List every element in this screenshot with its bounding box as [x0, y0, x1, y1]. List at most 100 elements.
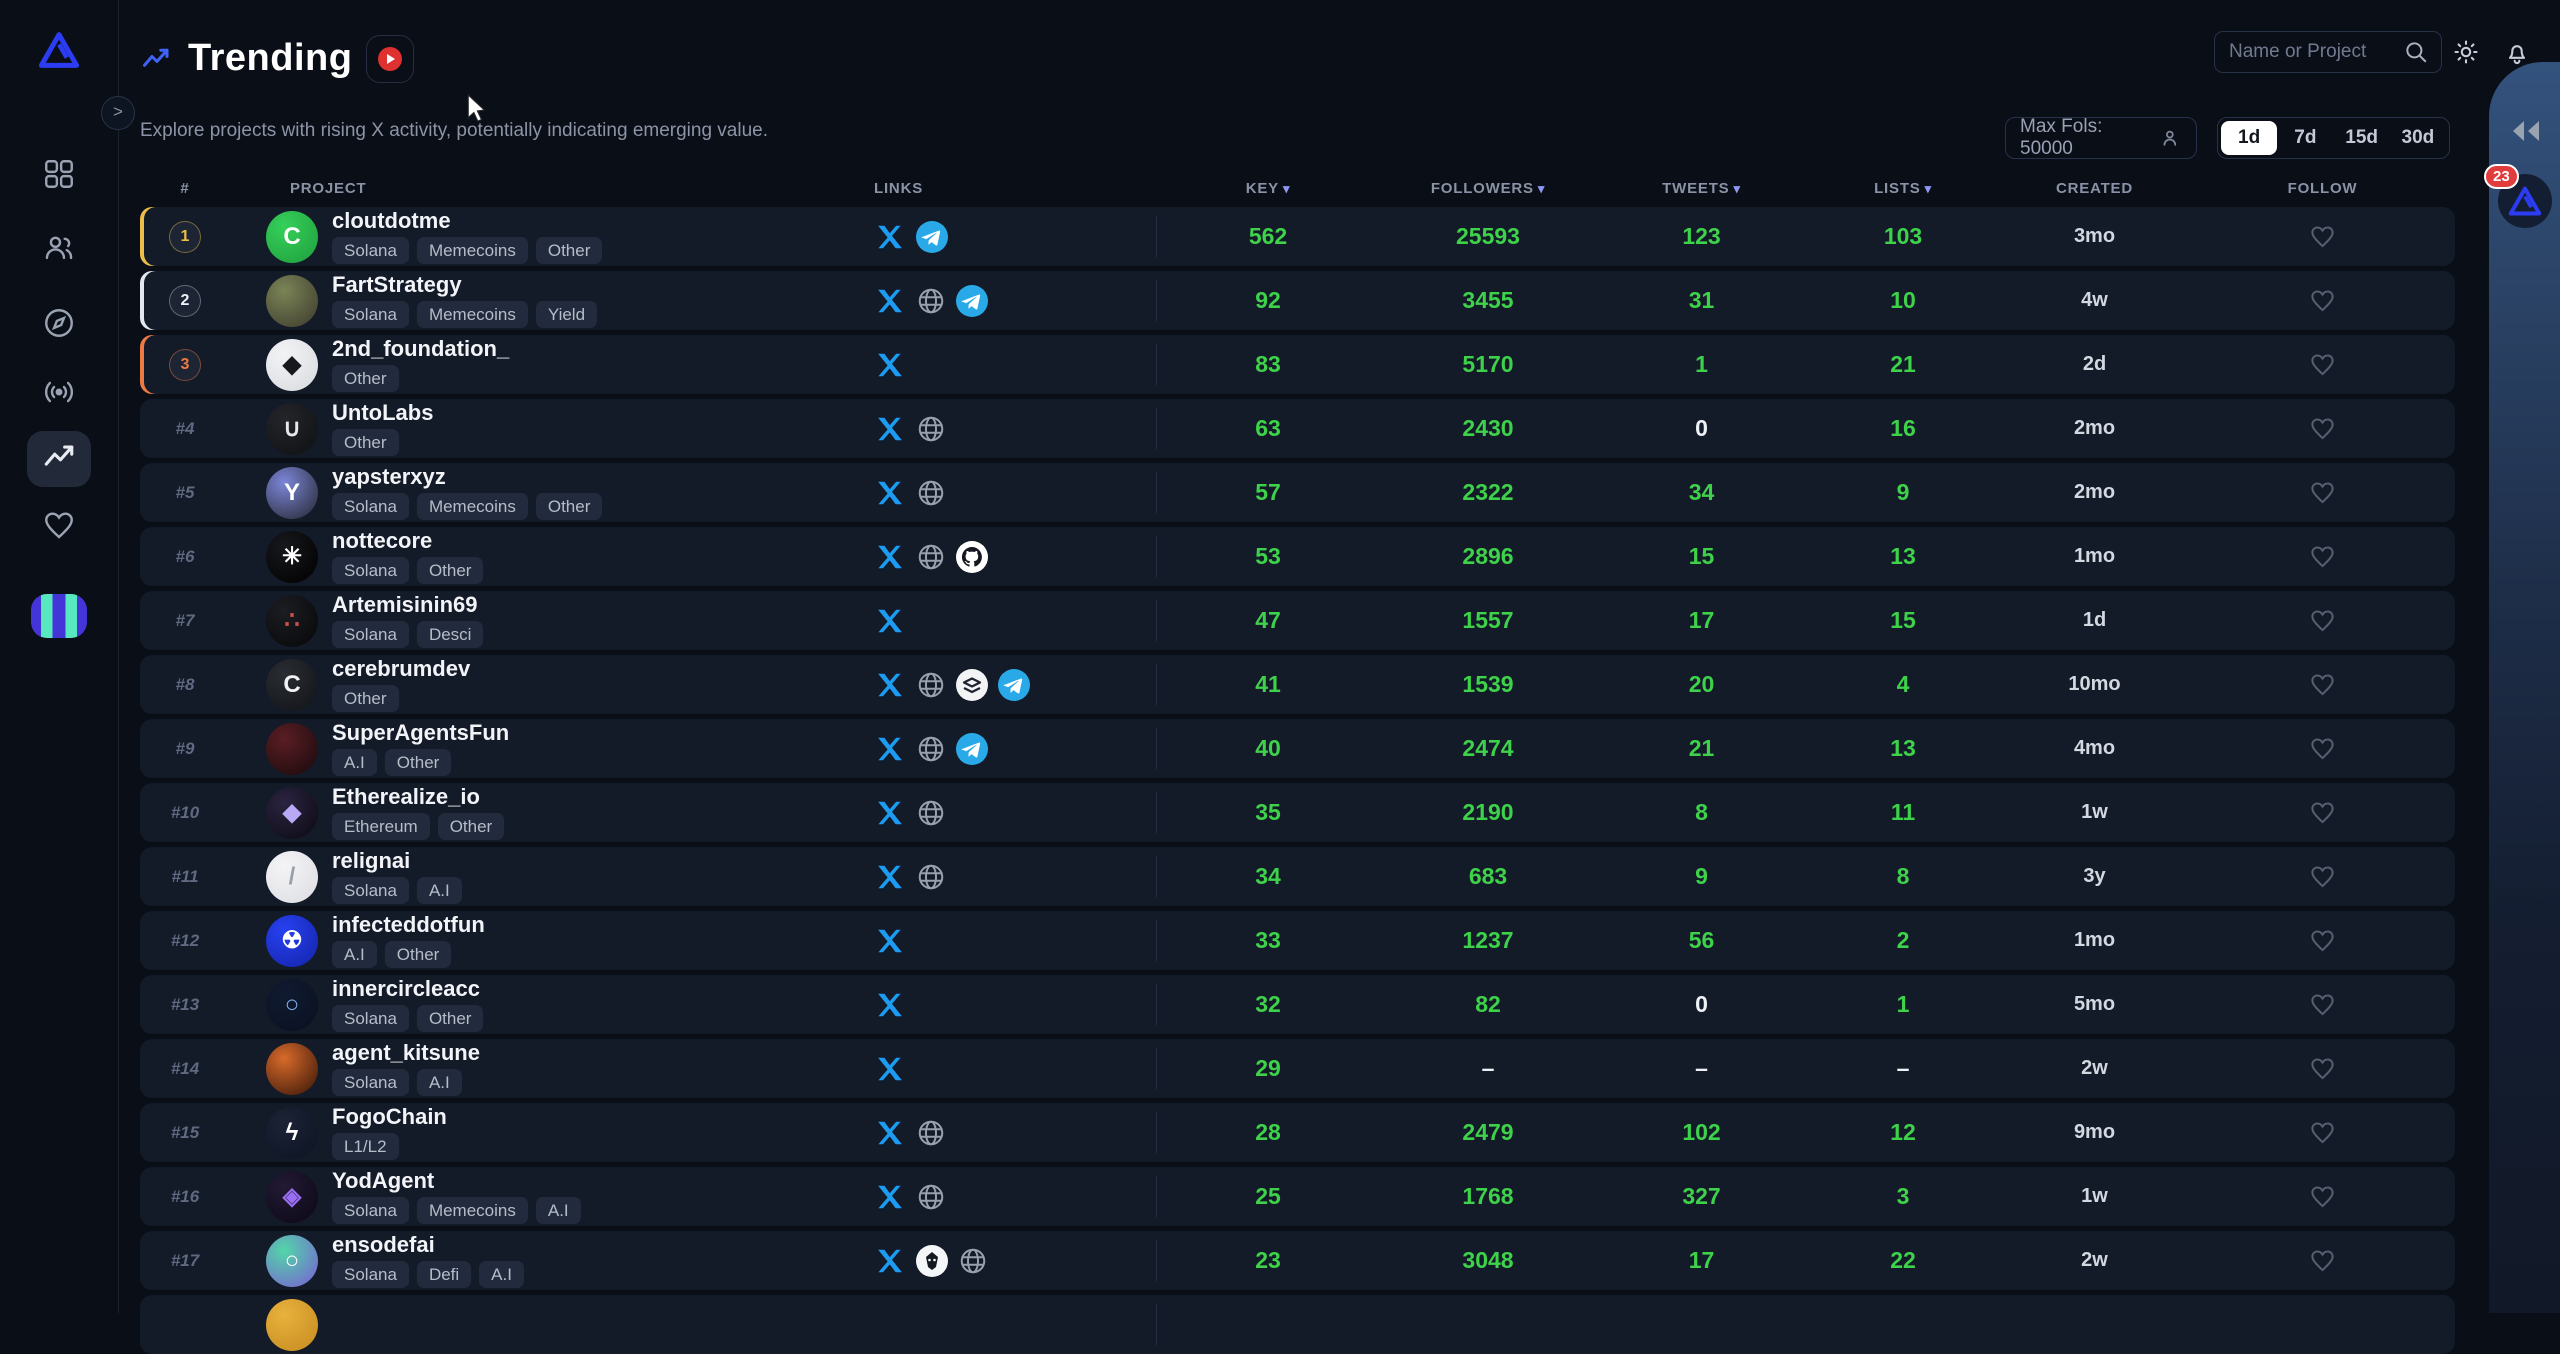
sidebar-expand-button[interactable]: >	[101, 96, 135, 130]
table-row[interactable]: #4∪UntoLabsOther6324300162mo	[140, 399, 2455, 458]
project-name[interactable]: agent_kitsune	[332, 1042, 480, 1064]
website-globe-icon[interactable]	[916, 286, 946, 316]
table-row[interactable]: #5YyapsterxyzSolanaMemecoinsOther5723223…	[140, 463, 2455, 522]
bird-icon[interactable]	[916, 1245, 948, 1277]
follow-heart-button[interactable]	[2309, 1247, 2336, 1274]
x-twitter-icon[interactable]	[874, 862, 906, 892]
x-twitter-icon[interactable]	[874, 1246, 906, 1276]
follow-heart-button[interactable]	[2309, 1119, 2336, 1146]
table-row[interactable]: #12☢infecteddotfunA.IOther3312375621mo	[140, 911, 2455, 970]
column-header-followers[interactable]: FOLLOWERS▾	[1380, 180, 1596, 197]
x-twitter-icon[interactable]	[874, 478, 906, 508]
x-twitter-icon[interactable]	[874, 798, 906, 828]
project-name[interactable]: ensodefai	[332, 1234, 524, 1256]
table-row[interactable]: 1CcloutdotmeSolanaMemecoinsOther56225593…	[140, 207, 2455, 266]
column-header-tweets[interactable]: TWEETS▾	[1596, 180, 1807, 197]
x-twitter-icon[interactable]	[874, 734, 906, 764]
follow-heart-button[interactable]	[2309, 287, 2336, 314]
project-name[interactable]: cerebrumdev	[332, 658, 470, 680]
project-name[interactable]: infecteddotfun	[332, 914, 485, 936]
x-twitter-icon[interactable]	[874, 222, 906, 252]
project-name[interactable]: YodAgent	[332, 1170, 581, 1192]
search-box[interactable]	[2214, 31, 2442, 73]
follow-heart-button[interactable]	[2309, 671, 2336, 698]
follow-heart-button[interactable]	[2309, 991, 2336, 1018]
panel-collapse-button[interactable]	[2489, 120, 2560, 142]
telegram-icon[interactable]	[916, 221, 948, 253]
x-twitter-icon[interactable]	[874, 1054, 906, 1084]
theme-toggle-button[interactable]	[2446, 32, 2486, 72]
follow-heart-button[interactable]	[2309, 351, 2336, 378]
timeframe-30d-button[interactable]: 30d	[2390, 121, 2446, 155]
follow-heart-button[interactable]	[2309, 1055, 2336, 1082]
table-row[interactable]: 3◆2nd_foundation_Other8351701212d	[140, 335, 2455, 394]
table-row[interactable]: #7∴Artemisinin69SolanaDesci47155717151d	[140, 591, 2455, 650]
sidebar-item-dashboard[interactable]	[0, 148, 118, 204]
website-globe-icon[interactable]	[916, 862, 946, 892]
project-name[interactable]: 2nd_foundation_	[332, 338, 509, 360]
table-row[interactable]: #11/relignaiSolanaA.I34683983y	[140, 847, 2455, 906]
timeframe-7d-button[interactable]: 7d	[2277, 121, 2333, 155]
project-name[interactable]: cloutdotme	[332, 210, 602, 232]
telegram-icon[interactable]	[956, 733, 988, 765]
timeframe-1d-button[interactable]: 1d	[2221, 121, 2277, 155]
follow-heart-button[interactable]	[2309, 927, 2336, 954]
video-play-button[interactable]	[366, 35, 414, 83]
table-row[interactable]: #16◈YodAgentSolanaMemecoinsA.I2517683273…	[140, 1167, 2455, 1226]
follow-heart-button[interactable]	[2309, 735, 2336, 762]
project-name[interactable]: Artemisinin69	[332, 594, 483, 616]
website-globe-icon[interactable]	[958, 1246, 988, 1276]
table-row[interactable]: #15ϟFogoChainL1/L2282479102129mo	[140, 1103, 2455, 1162]
table-row[interactable]: #8CcerebrumdevOther41153920410mo	[140, 655, 2455, 714]
project-name[interactable]: SuperAgentsFun	[332, 722, 509, 744]
project-name[interactable]: UntoLabs	[332, 402, 433, 424]
website-globe-icon[interactable]	[916, 1182, 946, 1212]
follow-heart-button[interactable]	[2309, 223, 2336, 250]
website-globe-icon[interactable]	[916, 1118, 946, 1148]
x-twitter-icon[interactable]	[874, 1118, 906, 1148]
table-row[interactable]: 2FartStrategySolanaMemecoinsYield9234553…	[140, 271, 2455, 330]
follow-heart-button[interactable]	[2309, 1183, 2336, 1210]
sidebar-item-trending[interactable]	[0, 431, 118, 487]
project-name[interactable]: Etherealize_io	[332, 786, 504, 808]
x-twitter-icon[interactable]	[874, 1182, 906, 1212]
column-header-lists[interactable]: LISTS▾	[1807, 180, 1999, 197]
project-name[interactable]: FogoChain	[332, 1106, 447, 1128]
x-twitter-icon[interactable]	[874, 670, 906, 700]
column-header-key[interactable]: KEY▾	[1156, 180, 1380, 197]
table-row[interactable]: #10◆Etherealize_ioEthereumOther352190811…	[140, 783, 2455, 842]
panel-app-avatar[interactable]: 23	[2498, 174, 2552, 228]
max-followers-filter[interactable]: Max Fols: 50000	[2005, 117, 2197, 159]
follow-heart-button[interactable]	[2309, 799, 2336, 826]
sidebar-item-favorites[interactable]	[0, 499, 118, 555]
search-input[interactable]	[2227, 40, 2403, 64]
follow-heart-button[interactable]	[2309, 479, 2336, 506]
table-row[interactable]: #9SuperAgentsFunA.IOther40247421134mo	[140, 719, 2455, 778]
x-twitter-icon[interactable]	[874, 414, 906, 444]
follow-heart-button[interactable]	[2309, 863, 2336, 890]
x-twitter-icon[interactable]	[874, 990, 906, 1020]
x-twitter-icon[interactable]	[874, 606, 906, 636]
x-twitter-icon[interactable]	[874, 926, 906, 956]
sidebar-item-signals[interactable]	[0, 366, 118, 422]
table-row[interactable]: #14agent_kitsuneSolanaA.I29–––2w	[140, 1039, 2455, 1098]
project-name[interactable]: innercircleacc	[332, 978, 483, 1000]
website-globe-icon[interactable]	[916, 542, 946, 572]
table-row[interactable]	[140, 1295, 2455, 1354]
follow-heart-button[interactable]	[2309, 607, 2336, 634]
website-globe-icon[interactable]	[916, 734, 946, 764]
user-avatar[interactable]	[0, 594, 118, 638]
x-twitter-icon[interactable]	[874, 286, 906, 316]
table-row[interactable]: #13○innercircleaccSolanaOther3282015mo	[140, 975, 2455, 1034]
project-name[interactable]: relignai	[332, 850, 462, 872]
table-row[interactable]: #6✳nottecoreSolanaOther53289615131mo	[140, 527, 2455, 586]
telegram-icon[interactable]	[998, 669, 1030, 701]
website-globe-icon[interactable]	[916, 670, 946, 700]
website-globe-icon[interactable]	[916, 478, 946, 508]
sidebar-item-community[interactable]	[0, 222, 118, 278]
project-name[interactable]: nottecore	[332, 530, 483, 552]
x-twitter-icon[interactable]	[874, 542, 906, 572]
app-logo[interactable]	[0, 30, 118, 70]
telegram-icon[interactable]	[956, 285, 988, 317]
follow-heart-button[interactable]	[2309, 543, 2336, 570]
